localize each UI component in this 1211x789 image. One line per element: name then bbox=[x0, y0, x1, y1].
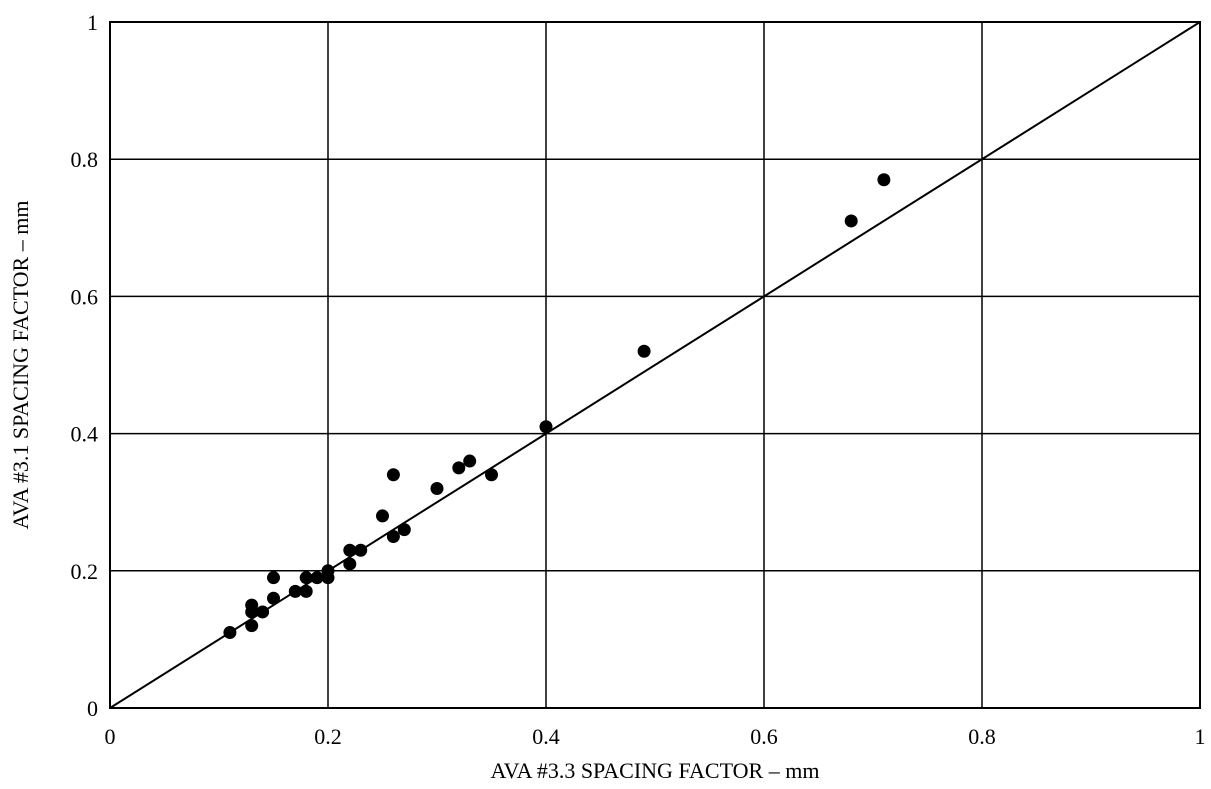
data-point bbox=[310, 571, 324, 585]
y-tick-label: 0.2 bbox=[71, 559, 99, 584]
y-tick-label: 0 bbox=[87, 696, 98, 721]
data-point bbox=[877, 173, 891, 187]
data-point bbox=[343, 557, 357, 571]
data-point bbox=[376, 509, 389, 523]
grid bbox=[110, 22, 1200, 708]
reference-line-y-equals-x bbox=[109, 21, 1201, 709]
x-tick-label: 1 bbox=[1195, 724, 1206, 749]
data-point bbox=[485, 468, 498, 482]
data-point bbox=[299, 571, 313, 585]
x-tick-label: 0.4 bbox=[532, 724, 560, 749]
x-tick-label: 0.2 bbox=[314, 724, 342, 749]
data-point bbox=[844, 214, 858, 228]
data-point bbox=[321, 564, 335, 578]
data-point bbox=[267, 591, 280, 605]
plot-frame bbox=[109, 21, 1201, 709]
data-point bbox=[637, 344, 651, 358]
y-tick-label: 0.6 bbox=[71, 284, 99, 309]
data-point bbox=[397, 523, 411, 537]
data-point bbox=[245, 619, 259, 633]
data-point bbox=[267, 571, 280, 585]
x-tick-labels: 0 0.2 0.4 0.6 0.8 1 bbox=[105, 724, 1206, 749]
data-point bbox=[386, 468, 400, 482]
x-tick-label: 0.8 bbox=[968, 724, 996, 749]
y-tick-label: 1 bbox=[87, 10, 98, 35]
data-point bbox=[343, 543, 357, 557]
data-point bbox=[539, 420, 553, 434]
x-axis-title: AVA #3.3 SPACING FACTOR – mm bbox=[491, 758, 820, 783]
y-tick-label: 0.8 bbox=[71, 147, 99, 172]
data-point bbox=[223, 626, 237, 640]
data-point bbox=[386, 530, 400, 543]
y-tick-label: 0.4 bbox=[71, 422, 99, 447]
data-point bbox=[256, 605, 270, 619]
y-axis-title: AVA #3.1 SPACING FACTOR – mm bbox=[8, 201, 33, 530]
data-point bbox=[299, 584, 313, 598]
data-point bbox=[288, 584, 302, 598]
data-point bbox=[430, 481, 444, 495]
x-tick-label: 0 bbox=[105, 724, 116, 749]
x-tick-label: 0.6 bbox=[750, 724, 778, 749]
data-point bbox=[245, 598, 259, 612]
data-point bbox=[354, 543, 368, 557]
data-point bbox=[463, 454, 477, 468]
data-point bbox=[452, 461, 466, 475]
data-points bbox=[223, 173, 891, 640]
y-tick-labels: 0 0.2 0.4 0.6 0.8 1 bbox=[71, 10, 99, 721]
